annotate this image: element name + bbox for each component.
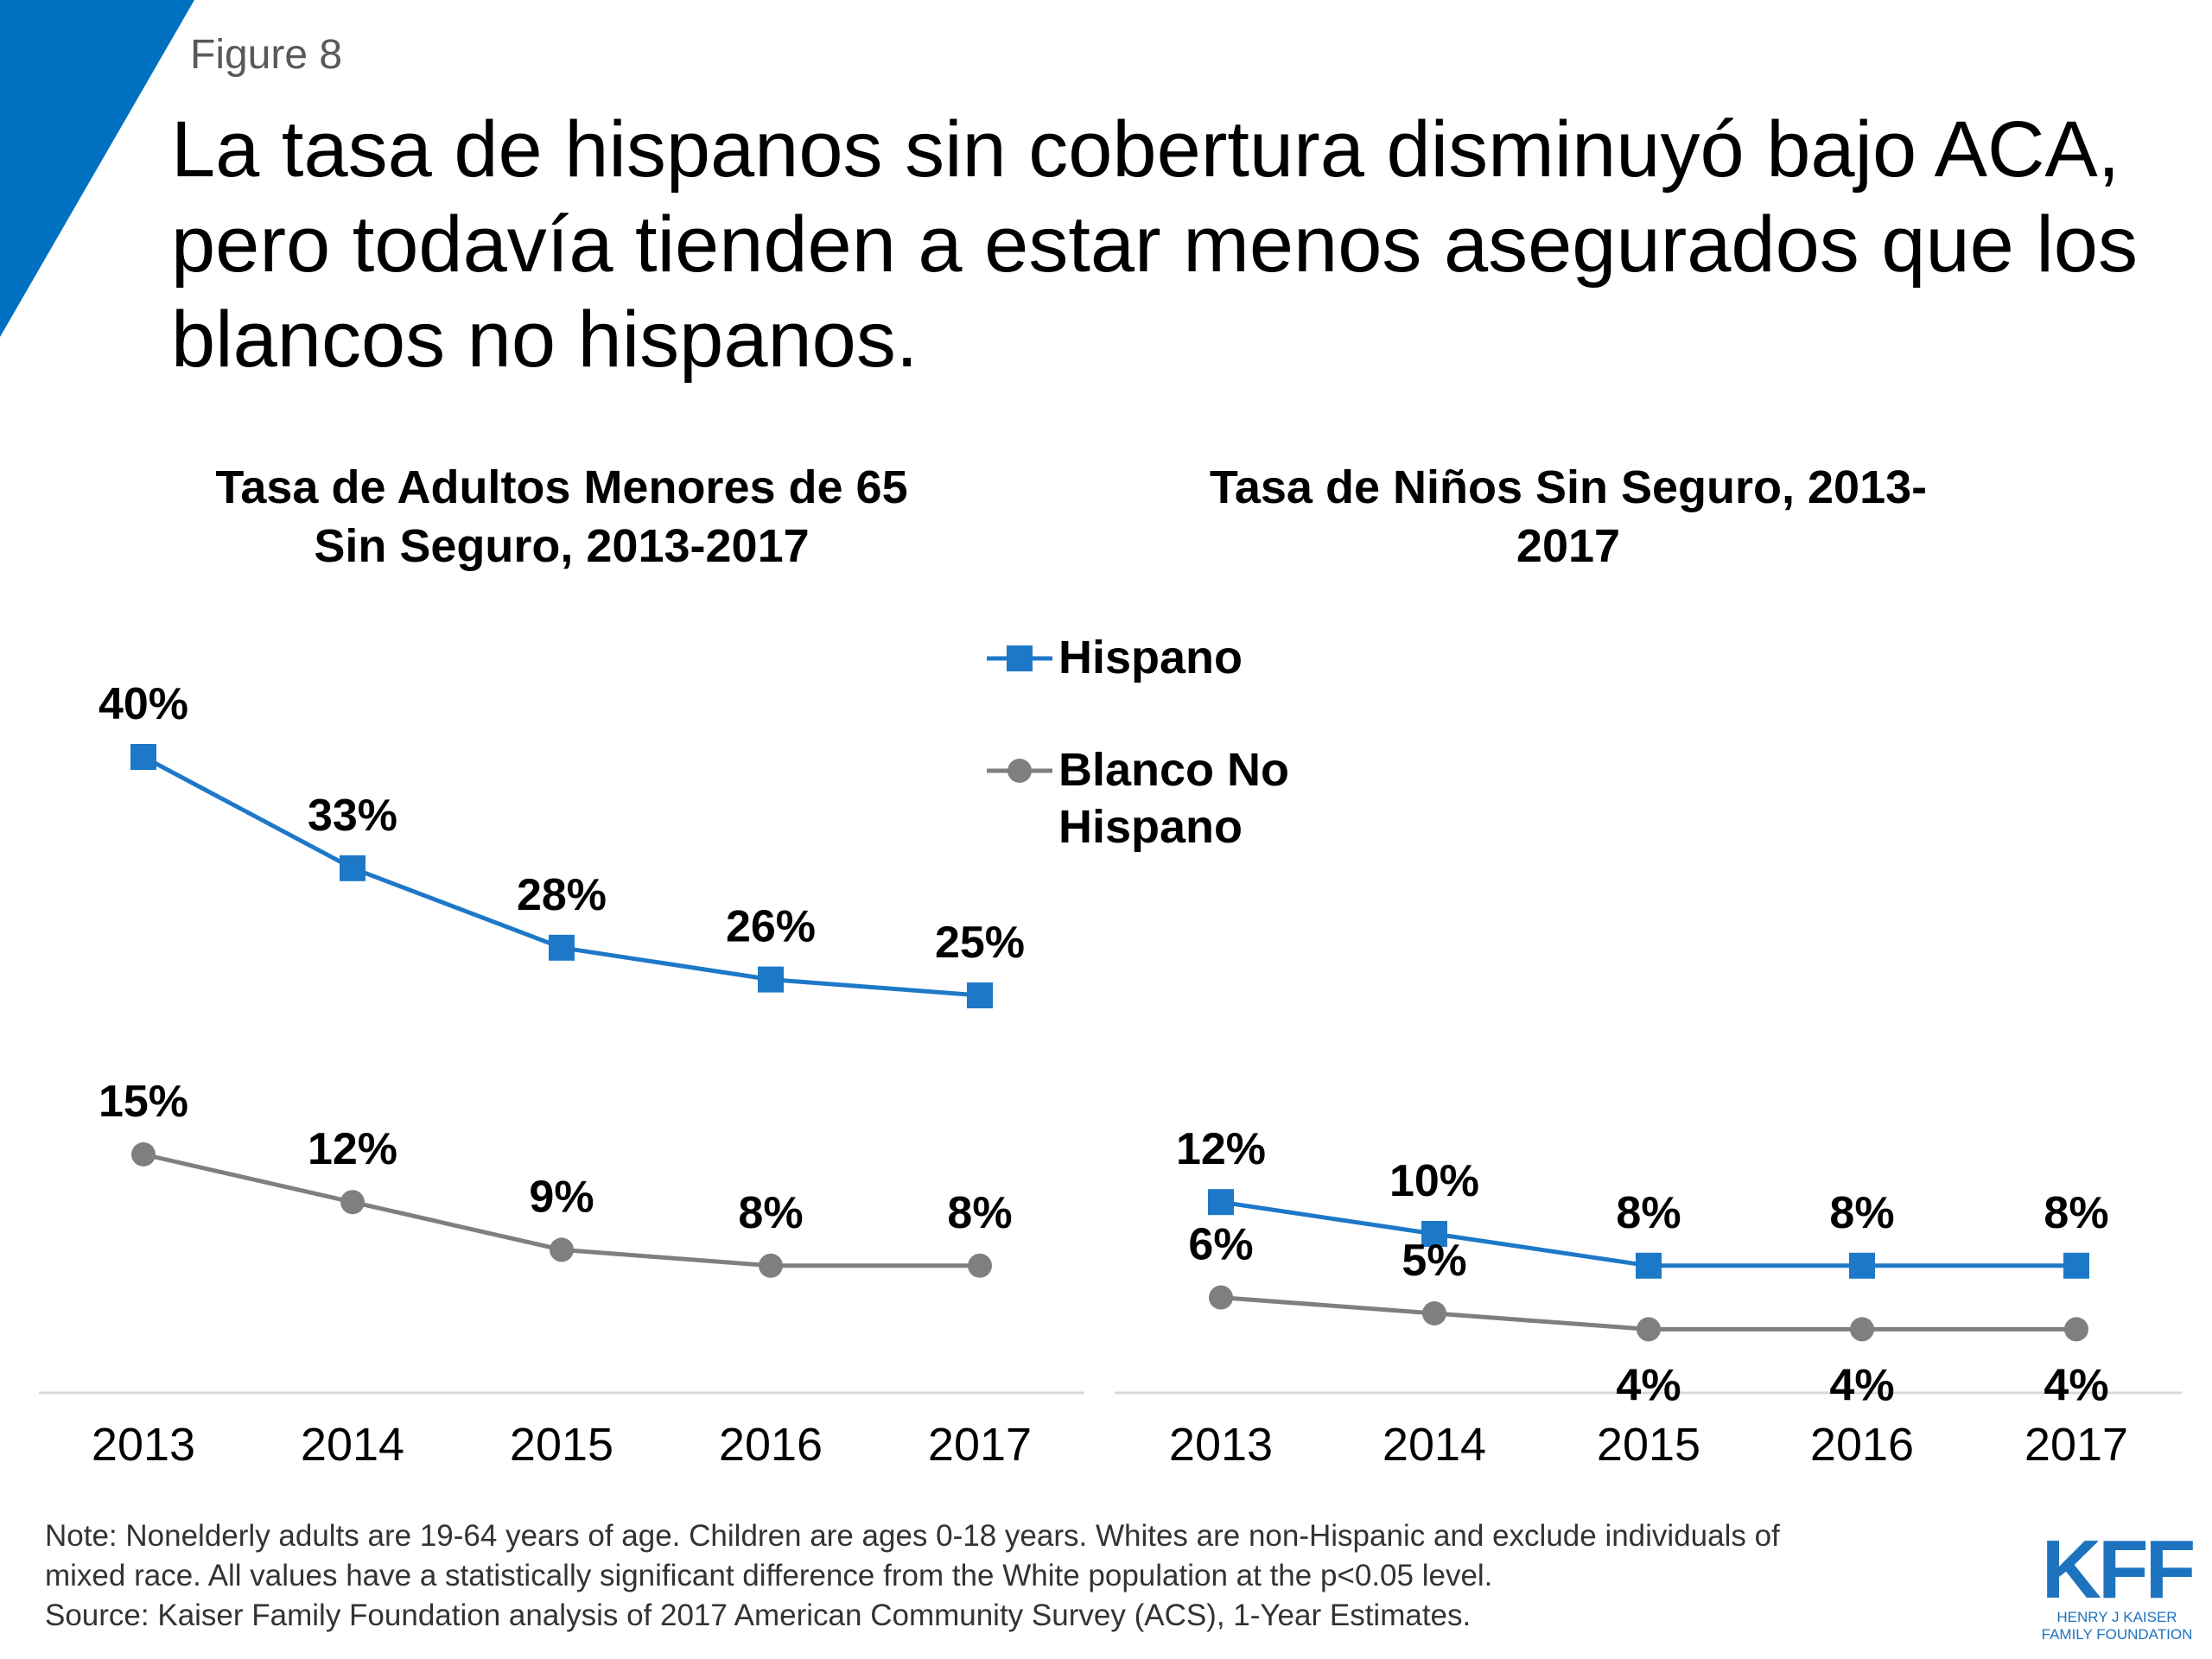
corner-accent-shape [0, 0, 194, 337]
data-point-blanco-adults [131, 1142, 156, 1166]
data-label-blanco-children: 4% [1829, 1360, 1894, 1410]
x-tick-label-adults: 2014 [301, 1419, 404, 1471]
legend-marker-blanco [1007, 759, 1032, 783]
data-point-blanco-adults [340, 1190, 365, 1215]
data-label-blanco-adults: 15% [99, 1077, 188, 1127]
footnote-line: mixed race. All values have a statistica… [45, 1559, 1493, 1592]
legend-marker-hispano [1007, 645, 1033, 671]
x-tick-label-children: 2016 [1810, 1419, 1914, 1471]
data-point-hispano-children [1636, 1252, 1662, 1279]
logo-subtitle-line: FAMILY FOUNDATION [2041, 1626, 2193, 1643]
x-tick-label-adults: 2017 [928, 1419, 1032, 1471]
data-point-hispano-children [2063, 1252, 2089, 1279]
data-point-blanco-children [1637, 1317, 1661, 1342]
data-label-blanco-adults: 8% [947, 1188, 1012, 1238]
data-label-hispano-children: 10% [1389, 1156, 1479, 1206]
x-tick-label-children: 2015 [1597, 1419, 1700, 1471]
data-label-hispano-adults: 40% [99, 679, 188, 729]
x-tick-label-adults: 2013 [92, 1419, 195, 1471]
data-label-hispano-adults: 26% [726, 902, 816, 952]
kff-logo: KFF HENRY J KAISER FAMILY FOUNDATION [2035, 1523, 2199, 1643]
data-point-hispano-adults [130, 744, 156, 770]
legend-label-blanco: Blanco No Hispano [1058, 744, 1290, 853]
data-label-hispano-children: 12% [1176, 1124, 1266, 1174]
data-point-blanco-children [1209, 1285, 1233, 1310]
data-label-blanco-children: 4% [1616, 1360, 1681, 1410]
data-label-blanco-adults: 9% [529, 1172, 594, 1222]
data-label-blanco-children: 6% [1188, 1220, 1253, 1270]
footnote: Note: Nonelderly adults are 19-64 years … [45, 1516, 1946, 1636]
data-label-blanco-adults: 8% [738, 1188, 803, 1238]
data-label-hispano-adults: 28% [517, 870, 607, 920]
data-label-hispano-adults: 33% [308, 791, 397, 841]
data-point-hispano-adults [758, 966, 784, 993]
data-point-blanco-children [2064, 1317, 2088, 1342]
source-line: Source: Kaiser Family Foundation analysi… [45, 1599, 1471, 1632]
chart-title-children: Tasa de Niños Sin Seguro, 2013-2017 [1209, 461, 1928, 572]
data-point-blanco-adults [968, 1253, 992, 1278]
chart-title-adults: Tasa de Adultos Menores de 65 Sin Seguro… [215, 461, 908, 572]
legend-label-hispano: Hispano [1058, 632, 1243, 683]
data-point-hispano-adults [967, 982, 993, 1008]
data-label-blanco-children: 4% [2044, 1360, 2108, 1410]
data-point-hispano-children [1208, 1189, 1234, 1216]
data-point-blanco-children [1422, 1301, 1446, 1325]
data-point-hispano-adults [340, 855, 365, 881]
x-tick-label-children: 2014 [1382, 1419, 1486, 1471]
data-label-hispano-children: 8% [2044, 1188, 2108, 1238]
data-point-blanco-adults [550, 1237, 574, 1262]
logo-subtitle-line: HENRY J KAISER [2056, 1609, 2177, 1625]
data-label-hispano-adults: 25% [935, 918, 1025, 968]
data-point-blanco-children [1850, 1317, 1874, 1342]
data-point-hispano-adults [549, 934, 575, 961]
figure-label: Figure 8 [190, 32, 343, 78]
data-label-hispano-children: 8% [1616, 1188, 1681, 1238]
x-tick-label-adults: 2016 [719, 1419, 823, 1471]
data-point-hispano-children [1849, 1252, 1875, 1279]
footnote-line: Note: Nonelderly adults are 19-64 years … [45, 1519, 1780, 1553]
logo-wordmark: KFF [2041, 1523, 2196, 1616]
data-label-blanco-adults: 12% [308, 1124, 397, 1174]
x-tick-label-children: 2013 [1169, 1419, 1273, 1471]
data-label-blanco-children: 5% [1402, 1236, 1466, 1286]
data-point-blanco-adults [759, 1253, 783, 1278]
x-tick-label-adults: 2015 [510, 1419, 613, 1471]
page-title: La tasa de hispanos sin cobertura dismin… [171, 105, 2138, 384]
data-label-hispano-children: 8% [1829, 1188, 1894, 1238]
x-tick-label-children: 2017 [2024, 1419, 2128, 1471]
data-point-hispano-children [1421, 1221, 1447, 1247]
